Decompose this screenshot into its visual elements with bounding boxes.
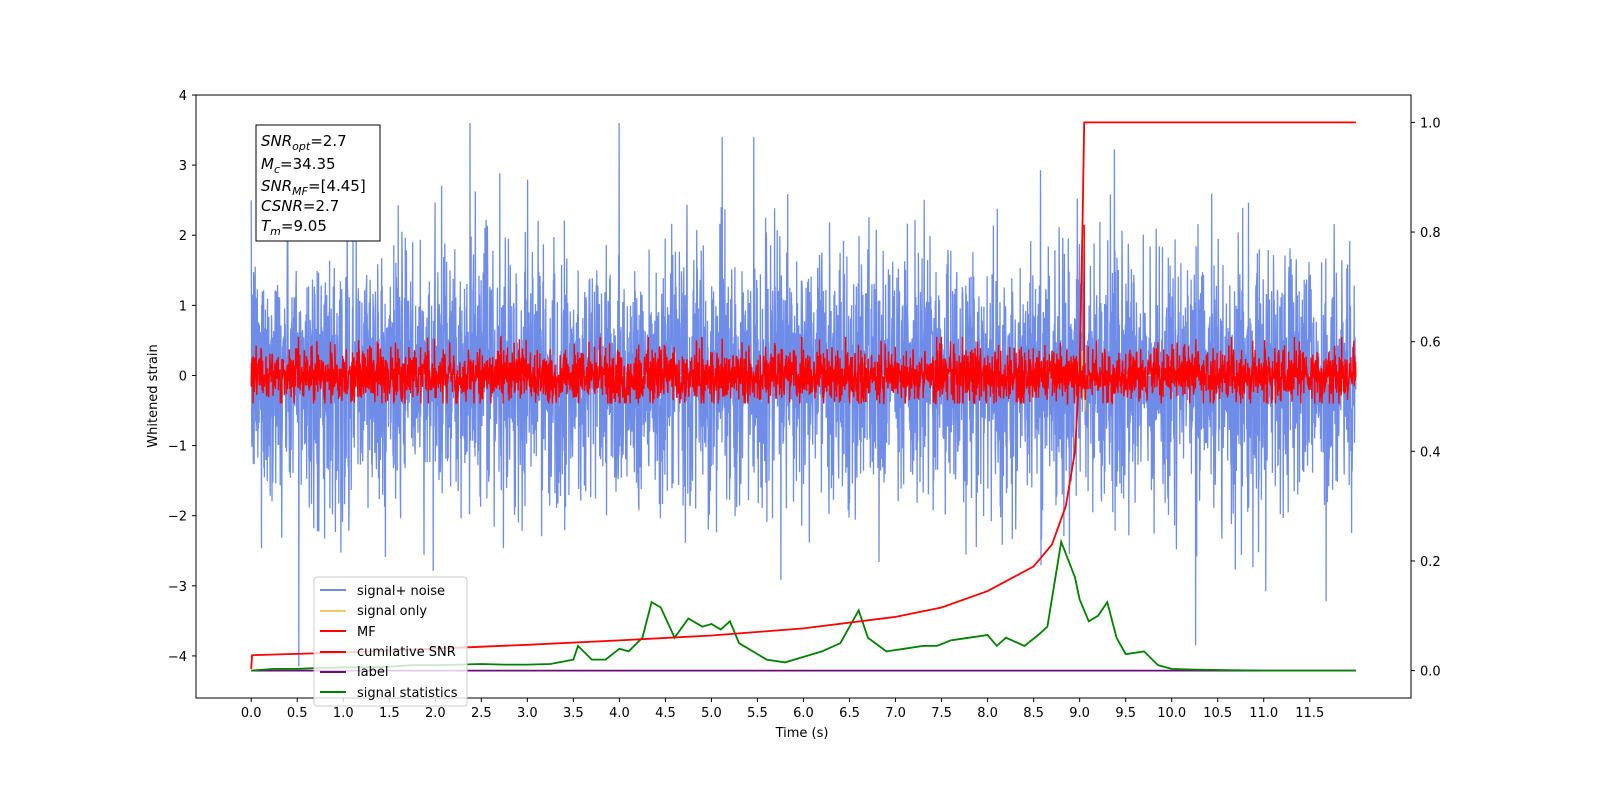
- x-axis-ticks: 0.0 0.5 1.0 1.5 2.0 2.5 3.0 3.5 4.0 4.5 5.0 5.5 6.0 6…: [241, 698, 1324, 721]
- legend-item-cumulative-snr: cumilative SNR: [320, 645, 456, 660]
- x-tick-label: 8.5: [1023, 706, 1044, 721]
- mf-line: [250, 224, 1357, 406]
- y-tick-label: 0: [179, 369, 187, 384]
- x-tick-label: 0.5: [287, 706, 308, 721]
- annotation-box: SNRopt=2.7 Mc=34.35 SNRMF=[4.45] CSNR=2.…: [255, 124, 381, 242]
- y-axis-label: Whitened strain: [146, 344, 161, 447]
- x-tick-label: 3.0: [517, 706, 538, 721]
- y-tick-label: −4: [168, 650, 187, 665]
- legend-item-label: label: [320, 665, 388, 680]
- x-tick-label: 2.5: [471, 706, 492, 721]
- legend-item-signal-statistics: signal statistics: [320, 686, 458, 701]
- x-tick-label: 1.5: [379, 706, 400, 721]
- x-tick-label: 2.0: [425, 706, 446, 721]
- y2-tick-label: 1.0: [1420, 116, 1441, 131]
- y-tick-label: −1: [168, 440, 187, 455]
- y2-axis-ticks: 1.0 0.8 0.6 0.4 0.2 0.0: [1411, 116, 1441, 680]
- svg-text:signal statistics: signal statistics: [357, 686, 458, 701]
- x-tick-label: 4.0: [609, 706, 630, 721]
- x-axis-label: Time (s): [775, 726, 829, 741]
- svg-text:label: label: [357, 665, 388, 680]
- y-axis-ticks: 4 3 2 1 0 −1 −2 −3 −4: [168, 89, 196, 665]
- y-tick-label: 2: [179, 229, 187, 244]
- x-tick-label: 10.5: [1203, 706, 1232, 721]
- y2-tick-label: 0.8: [1420, 226, 1441, 241]
- svg-text:MF: MF: [357, 625, 376, 640]
- x-tick-label: 11.0: [1249, 706, 1278, 721]
- x-tick-label: 5.0: [701, 706, 722, 721]
- x-tick-label: 9.5: [1115, 706, 1136, 721]
- y2-tick-label: 0.0: [1420, 665, 1441, 680]
- svg-text:signal only: signal only: [357, 604, 427, 619]
- signal-noise-line: [250, 122, 1357, 667]
- legend: signal+ noise signal only MF cumilative …: [313, 576, 468, 707]
- y-tick-label: 3: [179, 159, 187, 174]
- x-tick-label: 5.5: [747, 706, 768, 721]
- x-tick-label: 11.5: [1295, 706, 1324, 721]
- y-tick-label: −2: [168, 510, 187, 525]
- y2-tick-label: 0.2: [1420, 555, 1441, 570]
- svg-text:cumilative SNR: cumilative SNR: [357, 645, 456, 660]
- y-tick-label: 4: [179, 89, 187, 104]
- legend-item-signal-only: signal only: [320, 604, 427, 619]
- y-tick-label: 1: [179, 299, 187, 314]
- signal-statistics-line: [251, 538, 1356, 672]
- x-tick-label: 3.5: [563, 706, 584, 721]
- annotation-snr-opt: SNRopt=2.7: [261, 132, 347, 153]
- signal-noise-series: [250, 122, 1357, 667]
- x-tick-label: 8.0: [977, 706, 998, 721]
- annotation-csnr: CSNR=2.7: [261, 197, 339, 215]
- svg-text:signal+ noise: signal+ noise: [357, 584, 445, 599]
- x-tick-label: 9.0: [1069, 706, 1090, 721]
- annotation-snr-mf: SNRMF=[4.45]: [261, 177, 366, 198]
- mf-series: [250, 224, 1357, 406]
- legend-item-signal-noise: signal+ noise: [320, 584, 445, 599]
- y-tick-label: −3: [168, 580, 187, 595]
- x-tick-label: 1.0: [333, 706, 354, 721]
- y2-tick-label: 0.6: [1420, 336, 1441, 351]
- x-tick-label: 7.0: [885, 706, 906, 721]
- x-tick-label: 6.5: [839, 706, 860, 721]
- y2-tick-label: 0.4: [1420, 445, 1441, 460]
- x-tick-label: 7.5: [931, 706, 952, 721]
- annotation-mc: Mc=34.35: [261, 155, 336, 176]
- x-tick-label: 4.5: [655, 706, 676, 721]
- x-tick-label: 10.0: [1157, 706, 1186, 721]
- legend-item-mf: MF: [320, 625, 376, 640]
- x-tick-label: 0.0: [241, 706, 262, 721]
- annotation-tm: Tm=9.05: [261, 217, 327, 238]
- x-tick-label: 6.0: [793, 706, 814, 721]
